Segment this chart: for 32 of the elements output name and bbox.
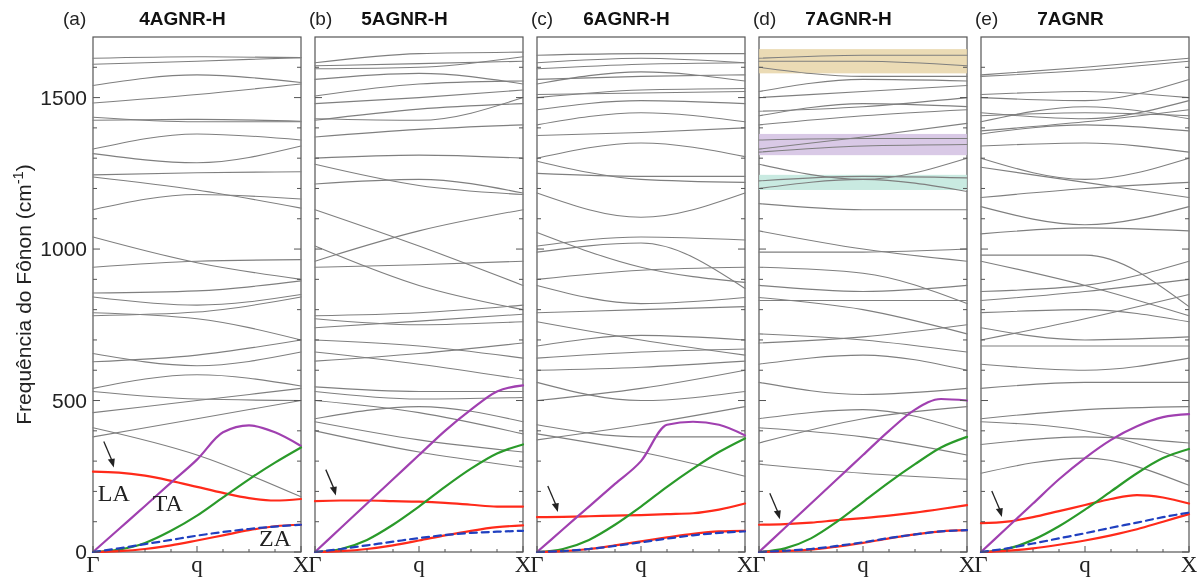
- x-tick-label: Γ: [752, 552, 766, 577]
- y-tick-label: 1500: [40, 85, 87, 109]
- x-tick-label: X: [736, 552, 754, 577]
- x-tick-label: q: [1079, 552, 1092, 577]
- chart-title: 6AGNR-H: [583, 8, 670, 29]
- y-tick-label: 500: [51, 388, 87, 412]
- y-tick-label: 0: [75, 540, 87, 564]
- text: (c): [531, 8, 554, 29]
- annotation: TA: [152, 490, 184, 517]
- text: (e): [975, 8, 999, 29]
- x-tick-label: X: [292, 552, 310, 577]
- x-tick-label: q: [635, 552, 648, 577]
- x-tick-label: q: [857, 552, 870, 577]
- chart-title: 7AGNR-H: [805, 8, 892, 29]
- chart-title: 7AGNR: [1037, 8, 1104, 29]
- x-tick-label: Γ: [530, 552, 544, 577]
- x-tick-label: Γ: [974, 552, 988, 577]
- x-tick-label: X: [514, 552, 532, 577]
- x-tick-label: X: [958, 552, 976, 577]
- annotation: ZA: [259, 524, 292, 551]
- chart-title: 5AGNR-H: [361, 8, 448, 29]
- y-tick-label: 1000: [40, 237, 87, 261]
- x-tick-label: X: [1180, 552, 1198, 577]
- annotation: LA: [97, 480, 131, 507]
- text: (d): [753, 8, 777, 29]
- text: (b): [309, 8, 333, 29]
- x-tick-label: q: [191, 552, 204, 577]
- x-tick-label: Γ: [308, 552, 322, 577]
- x-tick-label: Γ: [86, 552, 100, 577]
- x-tick-label: q: [413, 552, 426, 577]
- text: (a): [63, 8, 87, 29]
- chart-title: 4AGNR-H: [139, 8, 226, 29]
